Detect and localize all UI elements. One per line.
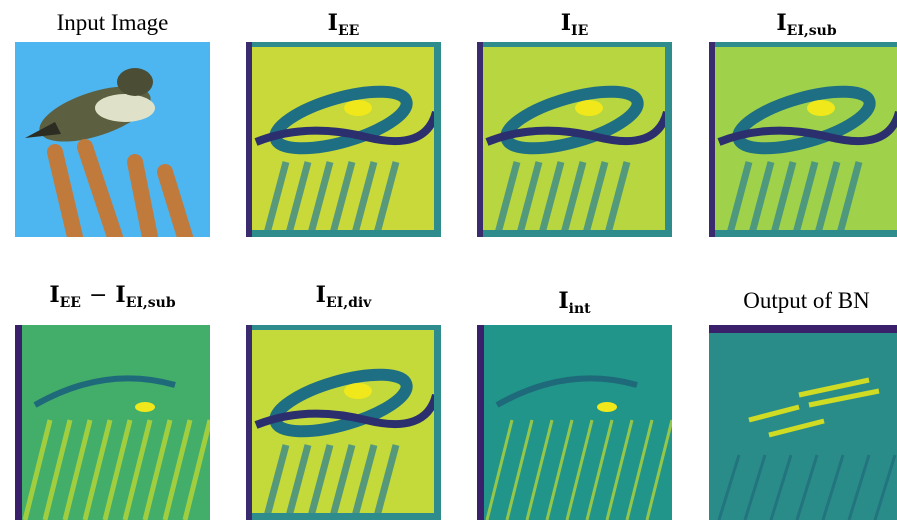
tile-graphic [246,325,441,520]
tile-graphic [709,325,897,520]
input-image [15,42,210,237]
tile-graphic [709,42,897,237]
caption-i-ei-div: IEI,div [315,282,372,311]
tile-graphic [477,42,672,237]
tile-graphic [15,325,210,520]
feature-map-i-ei-div [246,325,441,520]
feature-map-output-of-bn [709,325,897,520]
feature-map-i-int [477,325,672,520]
tile-graphic [477,325,672,520]
caption-i-int: Iint [558,288,591,317]
caption-i-ee: IEE [327,10,360,39]
caption-i-ee-minus-i-ei-sub: IEE − IEI,sub [49,282,176,311]
caption-i-ie: IIE [560,10,589,39]
feature-map-i-ee-minus-i-ei-sub [15,325,210,520]
caption-i-ei-sub: IEI,sub [776,10,837,39]
caption-input-image: Input Image [56,10,169,35]
caption-output-of-bn: Output of BN [743,288,870,313]
feature-map-i-ei-sub [709,42,897,237]
feature-map-i-ie [477,42,672,237]
feature-map-i-ee [246,42,441,237]
tile-graphic [246,42,441,237]
tile-graphic [15,42,210,237]
